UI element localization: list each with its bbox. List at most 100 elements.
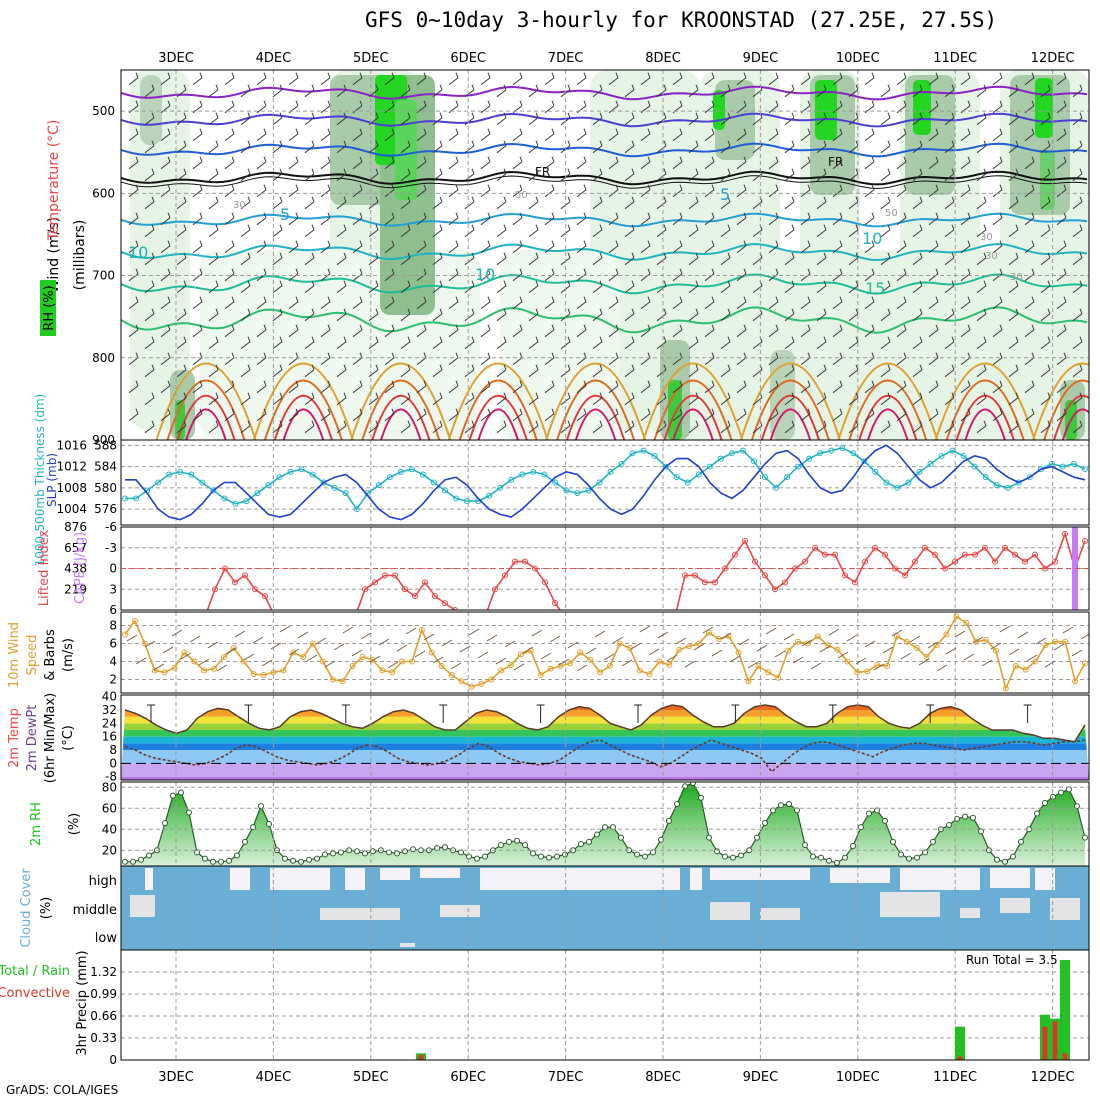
wind-barb (544, 217, 555, 226)
day-label-top: 4DEC (256, 51, 292, 66)
day-label-top: 10DEC (836, 51, 880, 66)
wind-barb-flag (327, 324, 331, 330)
series-point (199, 479, 206, 486)
wind-barb (1056, 329, 1067, 338)
temp-ylabel-2: 2m DewPt (25, 705, 40, 772)
wind-barb (528, 173, 539, 182)
wind-barb-flag (871, 324, 875, 330)
pressure-tick: 600 (92, 186, 115, 200)
wind-barb (656, 397, 667, 406)
wind-barb-flag (807, 268, 811, 274)
wind-barb (800, 329, 811, 338)
wind-barb (224, 413, 235, 422)
wind-barb (656, 313, 667, 322)
wind-barb (960, 245, 971, 254)
wind-barb-10m (909, 635, 921, 643)
series-line-Lifted Index (206, 531, 1086, 610)
wind-barb (896, 301, 907, 310)
wind-barb-flag (679, 352, 683, 358)
wind-barb-flag (535, 84, 539, 90)
wind-barb-flag (887, 364, 891, 370)
wind-barb (160, 357, 171, 366)
wind-barb (496, 173, 507, 182)
wind-barb-flag (807, 408, 811, 414)
series-point (188, 471, 195, 478)
wind-barb-flag (855, 252, 859, 258)
wind-barb-flag (359, 72, 363, 78)
series-point (537, 672, 544, 678)
wind-barb-flag (1079, 336, 1083, 342)
wind-barb (288, 273, 299, 282)
wind-barb (368, 257, 379, 266)
wind-barb-flag (615, 324, 619, 330)
wind-barb (624, 117, 635, 126)
wind-barb (784, 89, 795, 98)
series-point (161, 669, 168, 676)
wind-barb-flag (983, 252, 987, 258)
wind-barb-flag (519, 128, 523, 134)
wind-barb (528, 425, 539, 434)
wind-barb-flag (1031, 184, 1035, 190)
wind-barb (352, 161, 363, 170)
wind-barb (1040, 397, 1051, 406)
dewpt-line (124, 739, 1086, 773)
wind-barb (496, 89, 507, 98)
wind-barb-flag (967, 380, 971, 386)
wind-barb-10m (360, 632, 372, 640)
warm-contour (252, 362, 354, 440)
wind10-tick: 8 (109, 619, 117, 633)
wind-barb (640, 245, 651, 254)
series-point (692, 572, 698, 579)
wind-barb (208, 257, 219, 266)
rh-point (234, 852, 240, 859)
wind-barb-flag (423, 128, 427, 134)
wind-barb-flag (919, 308, 923, 314)
wind-barb-flag (983, 392, 987, 398)
wind-barb (656, 201, 667, 210)
wind-barb (608, 161, 619, 170)
series-point (552, 479, 559, 486)
wind-barb (768, 357, 779, 366)
wind-barb-10m (144, 640, 156, 648)
wind-barb-flag (663, 140, 667, 146)
precip-bars (416, 960, 1070, 1060)
wind-barb-flag (887, 84, 891, 90)
wind-barb (672, 385, 683, 394)
wind-barb-flag (263, 296, 267, 302)
wind-barb (624, 257, 635, 266)
wind-barb (672, 301, 683, 310)
cloud-mid (440, 905, 480, 917)
rh-point (554, 853, 560, 860)
wind-barb-flag (327, 408, 331, 414)
wind-barb-flag (503, 364, 507, 370)
slp_thick-tick: 584 (94, 460, 117, 474)
rh-point (914, 854, 920, 861)
wind-barb-flag (1063, 128, 1067, 134)
wind-barb-flag (1015, 140, 1019, 146)
wind-barb-flag (583, 240, 587, 246)
wind-barb-flag (727, 308, 731, 314)
wind-barb (496, 425, 507, 434)
wind-barb (640, 77, 651, 86)
wind-barb (192, 385, 203, 394)
wind-barb (304, 173, 315, 182)
day-label-bottom: 12DEC (1031, 1070, 1075, 1085)
wind-barb-flag (311, 420, 315, 426)
wind-barb-flag (183, 364, 187, 370)
rh-point (458, 849, 464, 856)
wind-barb-flag (663, 112, 667, 118)
wind-barb-flag (407, 308, 411, 314)
li_cape-rtick: 876 (64, 520, 87, 534)
wind-barb (624, 201, 635, 210)
wind-barb-flag (647, 72, 651, 78)
wind-barb-flag (1047, 252, 1051, 258)
wind-barb (416, 133, 427, 142)
wind-barb (144, 313, 155, 322)
wind-barb-10m (180, 652, 192, 660)
wind-barb (592, 173, 603, 182)
wind-barb (704, 357, 715, 366)
wind-barb-flag (823, 420, 827, 426)
wind-barb-flag (743, 380, 747, 386)
wind-barb-flag (839, 408, 843, 414)
series-point (386, 474, 393, 481)
